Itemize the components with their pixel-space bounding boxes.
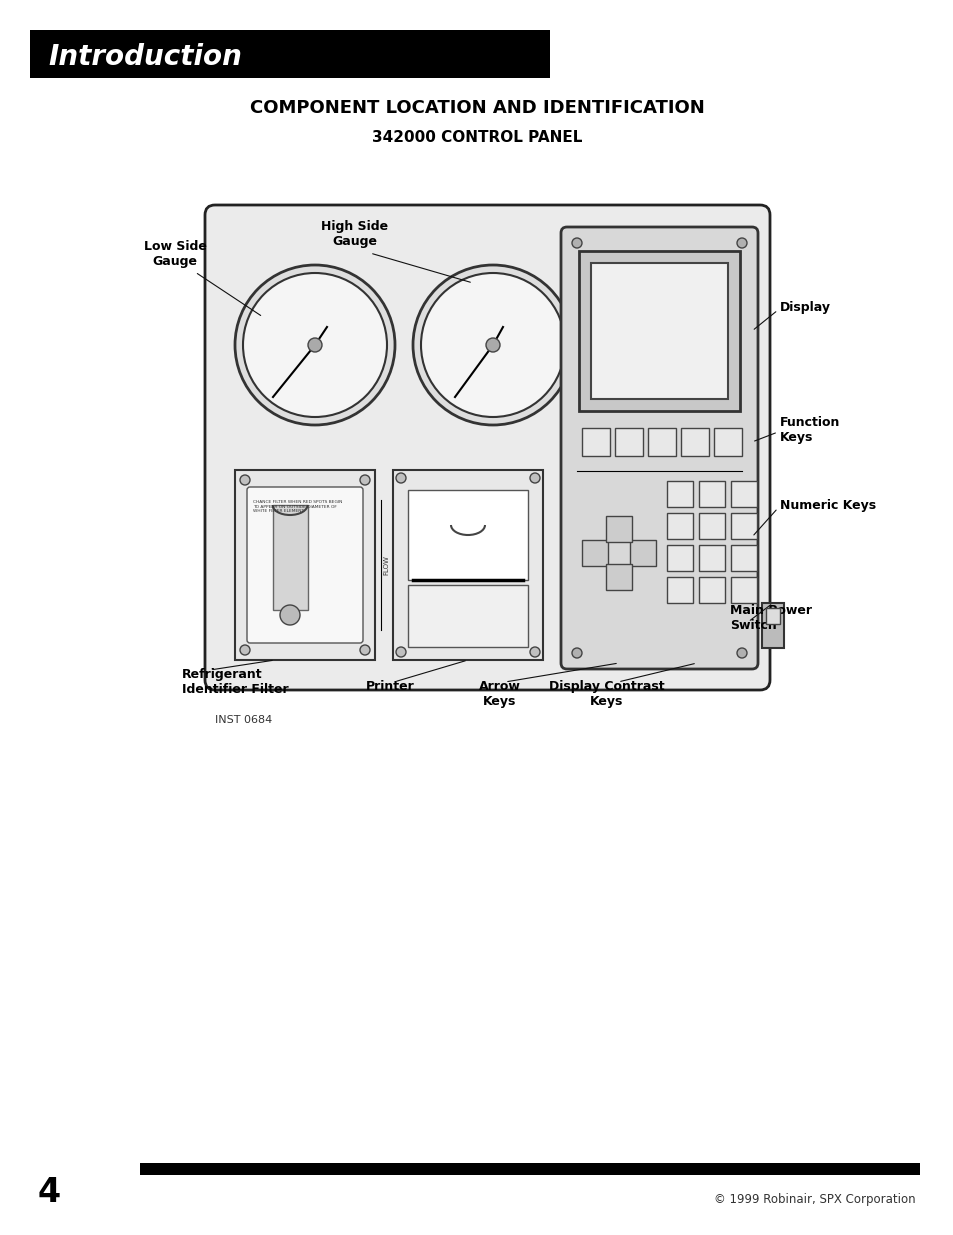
Bar bbox=[234, 471, 375, 659]
Circle shape bbox=[234, 266, 395, 425]
Bar bbox=[666, 513, 692, 538]
Bar bbox=[30, 30, 550, 78]
Bar bbox=[273, 505, 308, 610]
Bar bbox=[699, 513, 724, 538]
Text: High Side
Gauge: High Side Gauge bbox=[321, 220, 388, 248]
Text: CHANCE FILTER WHEN RED SPOTS BEGIN
TO APPEAR ON OUTSIDE DIAMETER OF
WHITE FILTER: CHANCE FILTER WHEN RED SPOTS BEGIN TO AP… bbox=[253, 500, 342, 514]
Circle shape bbox=[359, 475, 370, 485]
Bar bbox=[730, 480, 757, 508]
Bar bbox=[699, 545, 724, 571]
Bar bbox=[615, 429, 642, 456]
FancyBboxPatch shape bbox=[205, 205, 769, 690]
Text: Low Side
Gauge: Low Side Gauge bbox=[143, 240, 206, 268]
Circle shape bbox=[413, 266, 573, 425]
Circle shape bbox=[243, 273, 387, 417]
Bar bbox=[581, 429, 609, 456]
Circle shape bbox=[530, 473, 539, 483]
Bar bbox=[680, 429, 708, 456]
Text: Display Contrast
Keys: Display Contrast Keys bbox=[549, 680, 664, 708]
Bar bbox=[666, 480, 692, 508]
Bar bbox=[666, 577, 692, 603]
Bar bbox=[408, 585, 527, 647]
Text: © 1999 Robinair, SPX Corporation: © 1999 Robinair, SPX Corporation bbox=[714, 1193, 915, 1207]
Text: Numeric Keys: Numeric Keys bbox=[780, 499, 875, 511]
FancyBboxPatch shape bbox=[560, 227, 758, 669]
Circle shape bbox=[485, 338, 499, 352]
Bar bbox=[765, 608, 780, 624]
FancyBboxPatch shape bbox=[247, 487, 363, 643]
Bar bbox=[590, 263, 727, 399]
Bar bbox=[761, 603, 783, 648]
Circle shape bbox=[280, 605, 299, 625]
Bar bbox=[393, 471, 542, 659]
Circle shape bbox=[572, 648, 581, 658]
Bar bbox=[730, 513, 757, 538]
Circle shape bbox=[737, 238, 746, 248]
Bar bbox=[713, 429, 741, 456]
Circle shape bbox=[530, 647, 539, 657]
Bar bbox=[730, 577, 757, 603]
Circle shape bbox=[737, 648, 746, 658]
Circle shape bbox=[240, 645, 250, 655]
Bar bbox=[730, 545, 757, 571]
Text: 4: 4 bbox=[38, 1176, 61, 1209]
Circle shape bbox=[572, 238, 581, 248]
Text: Introduction: Introduction bbox=[48, 43, 242, 70]
Text: FLOW: FLOW bbox=[382, 555, 389, 576]
Bar bbox=[408, 490, 527, 580]
Circle shape bbox=[240, 475, 250, 485]
Text: Refrigerant
Identifier Filter: Refrigerant Identifier Filter bbox=[182, 668, 289, 697]
Circle shape bbox=[420, 273, 564, 417]
Bar bbox=[699, 480, 724, 508]
Circle shape bbox=[395, 647, 406, 657]
Text: Display: Display bbox=[780, 301, 830, 315]
Bar bbox=[140, 1163, 919, 1174]
Bar bbox=[647, 429, 676, 456]
Circle shape bbox=[308, 338, 322, 352]
Circle shape bbox=[395, 473, 406, 483]
Text: Arrow
Keys: Arrow Keys bbox=[478, 680, 520, 708]
Text: Printer: Printer bbox=[365, 680, 414, 693]
Bar bbox=[666, 545, 692, 571]
Text: INST 0684: INST 0684 bbox=[214, 715, 272, 725]
Text: COMPONENT LOCATION AND IDENTIFICATION: COMPONENT LOCATION AND IDENTIFICATION bbox=[250, 99, 703, 117]
Text: Main Power
Switch: Main Power Switch bbox=[729, 604, 811, 632]
Bar bbox=[699, 577, 724, 603]
Text: Function
Keys: Function Keys bbox=[780, 416, 840, 445]
Circle shape bbox=[359, 645, 370, 655]
Bar bbox=[578, 251, 740, 411]
Text: 342000 CONTROL PANEL: 342000 CONTROL PANEL bbox=[372, 131, 581, 146]
